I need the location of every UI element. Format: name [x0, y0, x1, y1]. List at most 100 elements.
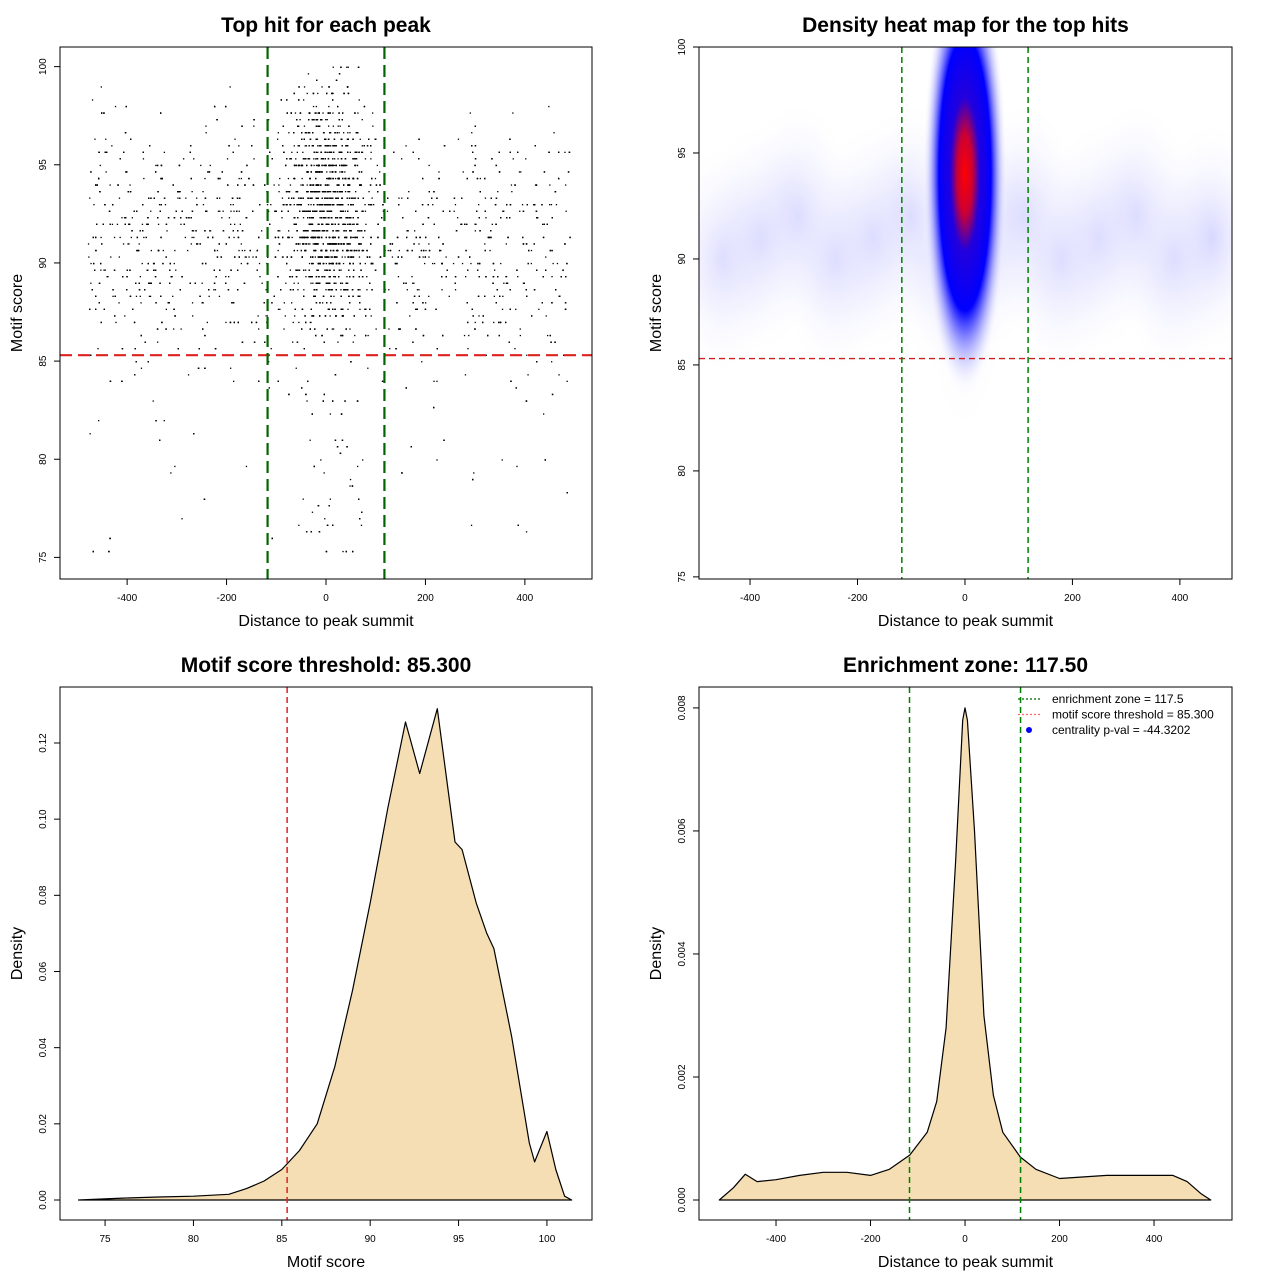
- data-point: [294, 308, 296, 310]
- data-point: [326, 328, 328, 330]
- data-point: [339, 125, 341, 127]
- data-point: [297, 289, 299, 291]
- data-point: [93, 204, 95, 206]
- data-point: [466, 302, 468, 304]
- data-point: [283, 151, 285, 153]
- data-point: [327, 269, 329, 271]
- data-point: [422, 177, 424, 180]
- data-point: [334, 243, 336, 245]
- data-point: [433, 223, 435, 225]
- data-point: [317, 197, 319, 199]
- data-point: [517, 524, 519, 526]
- data-point: [157, 217, 159, 219]
- data-point: [332, 158, 334, 160]
- data-point: [354, 158, 356, 160]
- data-point: [307, 132, 309, 134]
- data-point: [359, 518, 361, 520]
- data-point: [115, 321, 117, 324]
- data-point: [528, 249, 530, 252]
- data-point: [325, 191, 327, 193]
- data-point: [365, 308, 367, 310]
- data-point: [321, 256, 323, 258]
- data-point: [567, 171, 570, 173]
- data-point: [117, 184, 119, 186]
- data-point: [344, 256, 346, 258]
- data-point: [311, 262, 313, 265]
- data-point: [401, 256, 403, 258]
- data-point: [525, 243, 528, 245]
- data-point: [414, 230, 416, 232]
- data-point: [327, 191, 329, 193]
- data-point: [325, 282, 328, 284]
- data-point: [135, 282, 137, 284]
- data-point: [397, 276, 400, 278]
- data-point: [288, 132, 290, 134]
- data-point: [347, 138, 349, 140]
- data-point: [411, 276, 413, 278]
- data-point: [296, 151, 298, 153]
- data-point: [530, 249, 533, 252]
- data-point: [335, 145, 337, 147]
- data-point: [388, 289, 390, 291]
- data-point: [222, 210, 224, 212]
- data-point: [341, 197, 343, 199]
- data-point: [442, 334, 444, 337]
- data-point: [133, 210, 135, 212]
- data-point: [348, 223, 350, 225]
- data-point: [533, 243, 535, 245]
- data-point: [190, 145, 192, 147]
- data-point: [328, 151, 330, 153]
- data-point: [110, 256, 112, 258]
- data-point: [283, 302, 285, 304]
- data-point: [484, 295, 486, 297]
- data-point: [126, 276, 128, 278]
- data-point: [418, 158, 420, 160]
- data-point: [208, 289, 210, 291]
- data-point: [406, 230, 408, 232]
- data-point: [313, 249, 315, 252]
- data-point: [492, 276, 495, 278]
- data-point: [314, 112, 316, 114]
- data-point: [425, 302, 427, 304]
- data-point: [484, 210, 486, 212]
- data-point: [545, 315, 547, 317]
- data-point: [495, 223, 497, 225]
- data-point: [333, 243, 335, 245]
- data-point: [347, 151, 349, 153]
- data-point: [144, 289, 146, 291]
- data-point: [339, 164, 341, 167]
- data-point: [282, 236, 284, 239]
- data-point: [457, 217, 459, 219]
- data-point: [515, 308, 517, 310]
- data-point: [109, 380, 112, 382]
- data-point: [326, 282, 329, 284]
- data-point: [315, 282, 317, 284]
- data-point: [230, 269, 232, 271]
- data-point: [324, 217, 326, 219]
- data-point: [470, 262, 472, 265]
- data-point: [98, 177, 100, 180]
- data-point: [289, 276, 291, 278]
- data-point: [314, 210, 317, 212]
- data-point: [328, 262, 330, 265]
- data-point: [329, 191, 332, 193]
- data-point: [303, 86, 306, 88]
- data-point: [312, 243, 314, 245]
- data-point: [307, 73, 310, 75]
- data-point: [352, 276, 355, 278]
- data-point: [269, 151, 271, 153]
- data-point: [370, 151, 372, 153]
- data-point: [338, 276, 340, 278]
- data-point: [100, 236, 102, 239]
- data-point: [266, 204, 269, 206]
- data-point: [519, 334, 521, 337]
- data-point: [343, 223, 345, 225]
- data-point: [541, 302, 543, 304]
- data-point: [461, 262, 464, 265]
- data-point: [377, 223, 379, 225]
- data-point: [89, 308, 91, 310]
- data-point: [225, 105, 227, 108]
- data-point: [348, 197, 351, 199]
- data-point: [165, 223, 168, 225]
- data-point: [495, 164, 497, 167]
